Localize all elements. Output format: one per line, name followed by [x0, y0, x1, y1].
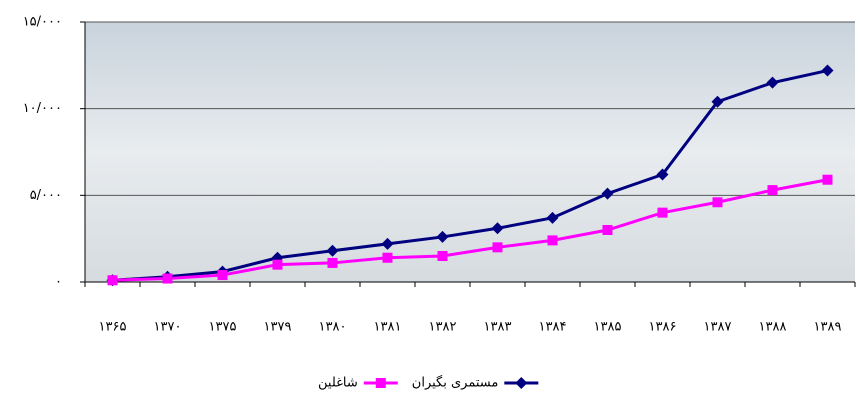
series-line — [112, 178, 828, 282]
marker — [821, 64, 834, 77]
marker — [491, 222, 504, 235]
x-tick-label: ۱۳۸۲ — [429, 320, 457, 335]
x-tick-label: ۱۳۸۳ — [484, 320, 512, 335]
x-tick-label: ۱۳۸۸ — [759, 320, 787, 335]
marker — [436, 230, 449, 243]
x-tick-label: ۱۳۷۵ — [209, 320, 237, 335]
marker — [327, 257, 338, 268]
marker — [656, 168, 669, 181]
x-tick-label: ۱۳۸۶ — [649, 320, 677, 335]
y-tick-label: ۰ — [55, 275, 62, 290]
x-tick-label: ۱۳۸۹ — [814, 320, 842, 335]
marker — [492, 242, 503, 253]
x-tick-label: ۱۳۷۰ — [154, 320, 182, 335]
marker — [601, 187, 614, 200]
marker — [326, 244, 339, 257]
marker — [162, 273, 173, 284]
x-tick-label: ۱۳۸۱ — [374, 320, 402, 335]
marker — [437, 251, 448, 261]
x-tick-label: ۱۳۸۰ — [319, 320, 347, 335]
y-tick-label: ۵/۰۰۰ — [30, 188, 62, 203]
x-tick-label: ۱۳۸۷ — [704, 320, 732, 335]
marker — [272, 259, 283, 270]
legend-label: شاغلین — [318, 376, 358, 391]
marker — [381, 237, 394, 250]
legend-marker — [375, 378, 386, 388]
x-tick-label: ۱۳۷۹ — [264, 320, 292, 335]
legend-marker — [515, 377, 528, 389]
marker — [822, 174, 833, 185]
marker — [767, 185, 778, 196]
marker — [657, 207, 668, 218]
plot-background — [85, 22, 855, 282]
marker — [547, 235, 558, 246]
marker — [766, 76, 779, 89]
marker — [382, 252, 393, 263]
y-tick-label: ۱۰/۰۰۰ — [23, 101, 62, 116]
legend-label: مستمری بگیران — [412, 375, 499, 391]
marker — [107, 275, 118, 286]
marker — [546, 211, 559, 224]
y-tick-label: ۱۵/۰۰۰ — [23, 15, 62, 30]
series-line — [112, 69, 828, 282]
x-tick-label: ۱۳۸۵ — [594, 320, 622, 335]
x-tick-label: ۱۳۸۴ — [539, 320, 567, 335]
marker — [217, 270, 228, 281]
marker — [602, 225, 613, 235]
marker — [712, 197, 723, 208]
marker — [711, 95, 724, 108]
x-tick-label: ۱۳۶۵ — [99, 320, 127, 335]
